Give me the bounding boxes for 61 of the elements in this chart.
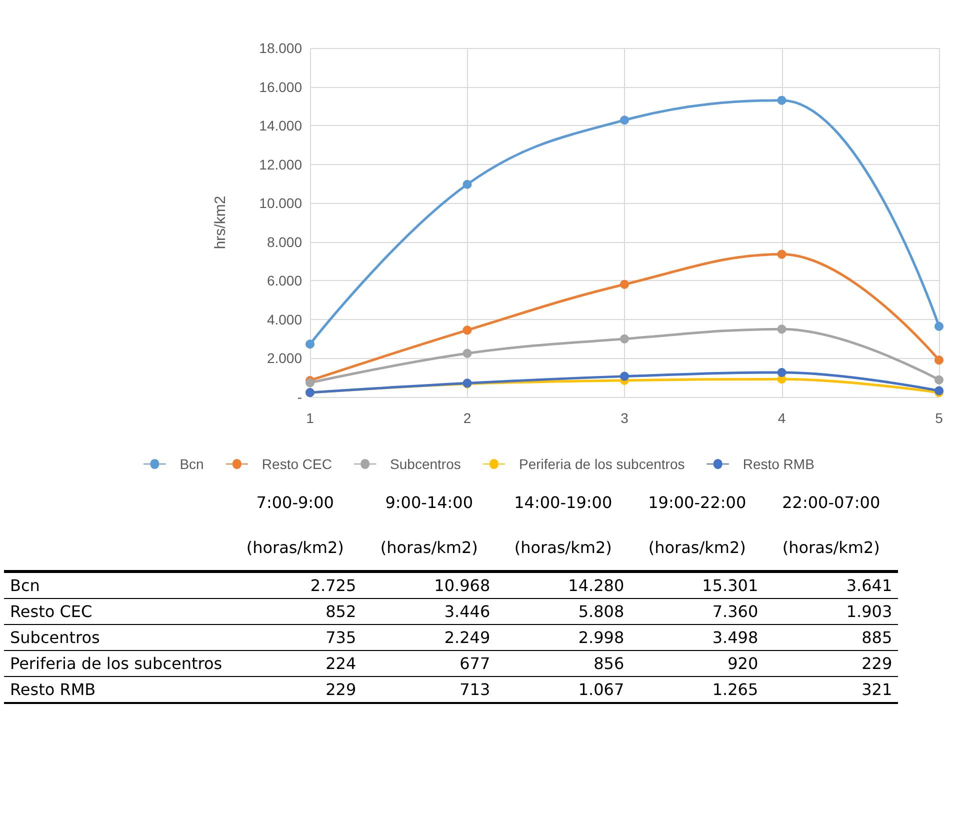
x-tick-label: 3 bbox=[620, 410, 629, 426]
legend-label: Resto CEC bbox=[262, 456, 332, 472]
text: (horas/km2) bbox=[513, 537, 613, 559]
data-label: 885 bbox=[764, 624, 898, 650]
y-tick-label: 16.000 bbox=[259, 78, 302, 95]
y-tick-label: 4.000 bbox=[266, 311, 302, 328]
data-label: 713 bbox=[362, 676, 496, 703]
legend-label: Resto RMB bbox=[742, 456, 814, 472]
y-tick-label: 10.000 bbox=[259, 195, 302, 212]
legend-label: Subcentros bbox=[390, 456, 461, 472]
data-label: 852 bbox=[228, 598, 362, 624]
data-label: 3.641 bbox=[764, 572, 898, 598]
data-label: 677 bbox=[362, 650, 496, 676]
data-label: 14.280 bbox=[496, 572, 630, 598]
text: (horas/km2) bbox=[647, 537, 747, 559]
x-tick-label: 2 bbox=[463, 410, 472, 426]
text: Subcentros bbox=[10, 628, 100, 647]
data-label: 2.998 bbox=[496, 624, 630, 650]
data-label: 3.498 bbox=[630, 624, 764, 650]
data-label: 7.360 bbox=[630, 598, 764, 624]
text: Resto RMB bbox=[10, 680, 96, 699]
y-tick-label: 12.000 bbox=[259, 156, 302, 172]
text: (horas/km2) bbox=[245, 537, 345, 559]
data-label: 229 bbox=[764, 650, 898, 676]
data-label: 229 bbox=[228, 676, 362, 703]
data-label: 1.265 bbox=[630, 676, 764, 703]
y-tick-label: 18.000 bbox=[259, 40, 302, 56]
text: 7:00-9:00 bbox=[255, 492, 335, 514]
y-axis-title: hrs/km2 bbox=[212, 196, 229, 250]
text: Periferia de los subcentros bbox=[10, 654, 222, 673]
text: Resto CEC bbox=[10, 602, 92, 621]
legend-label: Periferia de los subcentros bbox=[518, 456, 685, 472]
text: 19:00-22:00 bbox=[647, 492, 748, 514]
y-tick-label: - bbox=[297, 389, 302, 405]
legend-label: Bcn bbox=[180, 456, 204, 472]
text: 22:00-07:00 bbox=[781, 492, 882, 514]
text: 14:00-19:00 bbox=[513, 492, 614, 514]
data-label: 920 bbox=[630, 650, 764, 676]
data-label: 5.808 bbox=[496, 598, 630, 624]
data-label: 1.903 bbox=[764, 598, 898, 624]
x-tick-label: 1 bbox=[306, 410, 314, 426]
y-tick-label: 14.000 bbox=[259, 118, 302, 134]
y-tick-label: 6.000 bbox=[266, 272, 302, 289]
y-tick-label: 2.000 bbox=[266, 350, 302, 366]
text: (horas/km2) bbox=[781, 537, 881, 559]
text: Bcn bbox=[10, 576, 40, 595]
data-label: 856 bbox=[496, 650, 630, 676]
x-tick-label: 4 bbox=[778, 410, 786, 426]
data-label: 3.446 bbox=[362, 598, 496, 624]
text: 9:00-14:00 bbox=[384, 492, 474, 514]
data-label: 321 bbox=[764, 676, 898, 703]
data-label: 2.725 bbox=[228, 572, 362, 598]
data-label: 10.968 bbox=[362, 572, 496, 598]
data-label: 2.249 bbox=[362, 624, 496, 650]
text: (horas/km2) bbox=[379, 537, 479, 559]
data-label: 735 bbox=[228, 624, 362, 650]
data-label: 1.067 bbox=[496, 676, 630, 703]
x-tick-label: 5 bbox=[935, 410, 944, 426]
data-label: 15.301 bbox=[630, 572, 764, 598]
y-tick-label: 8.000 bbox=[266, 234, 302, 250]
data-label: 224 bbox=[228, 650, 362, 676]
